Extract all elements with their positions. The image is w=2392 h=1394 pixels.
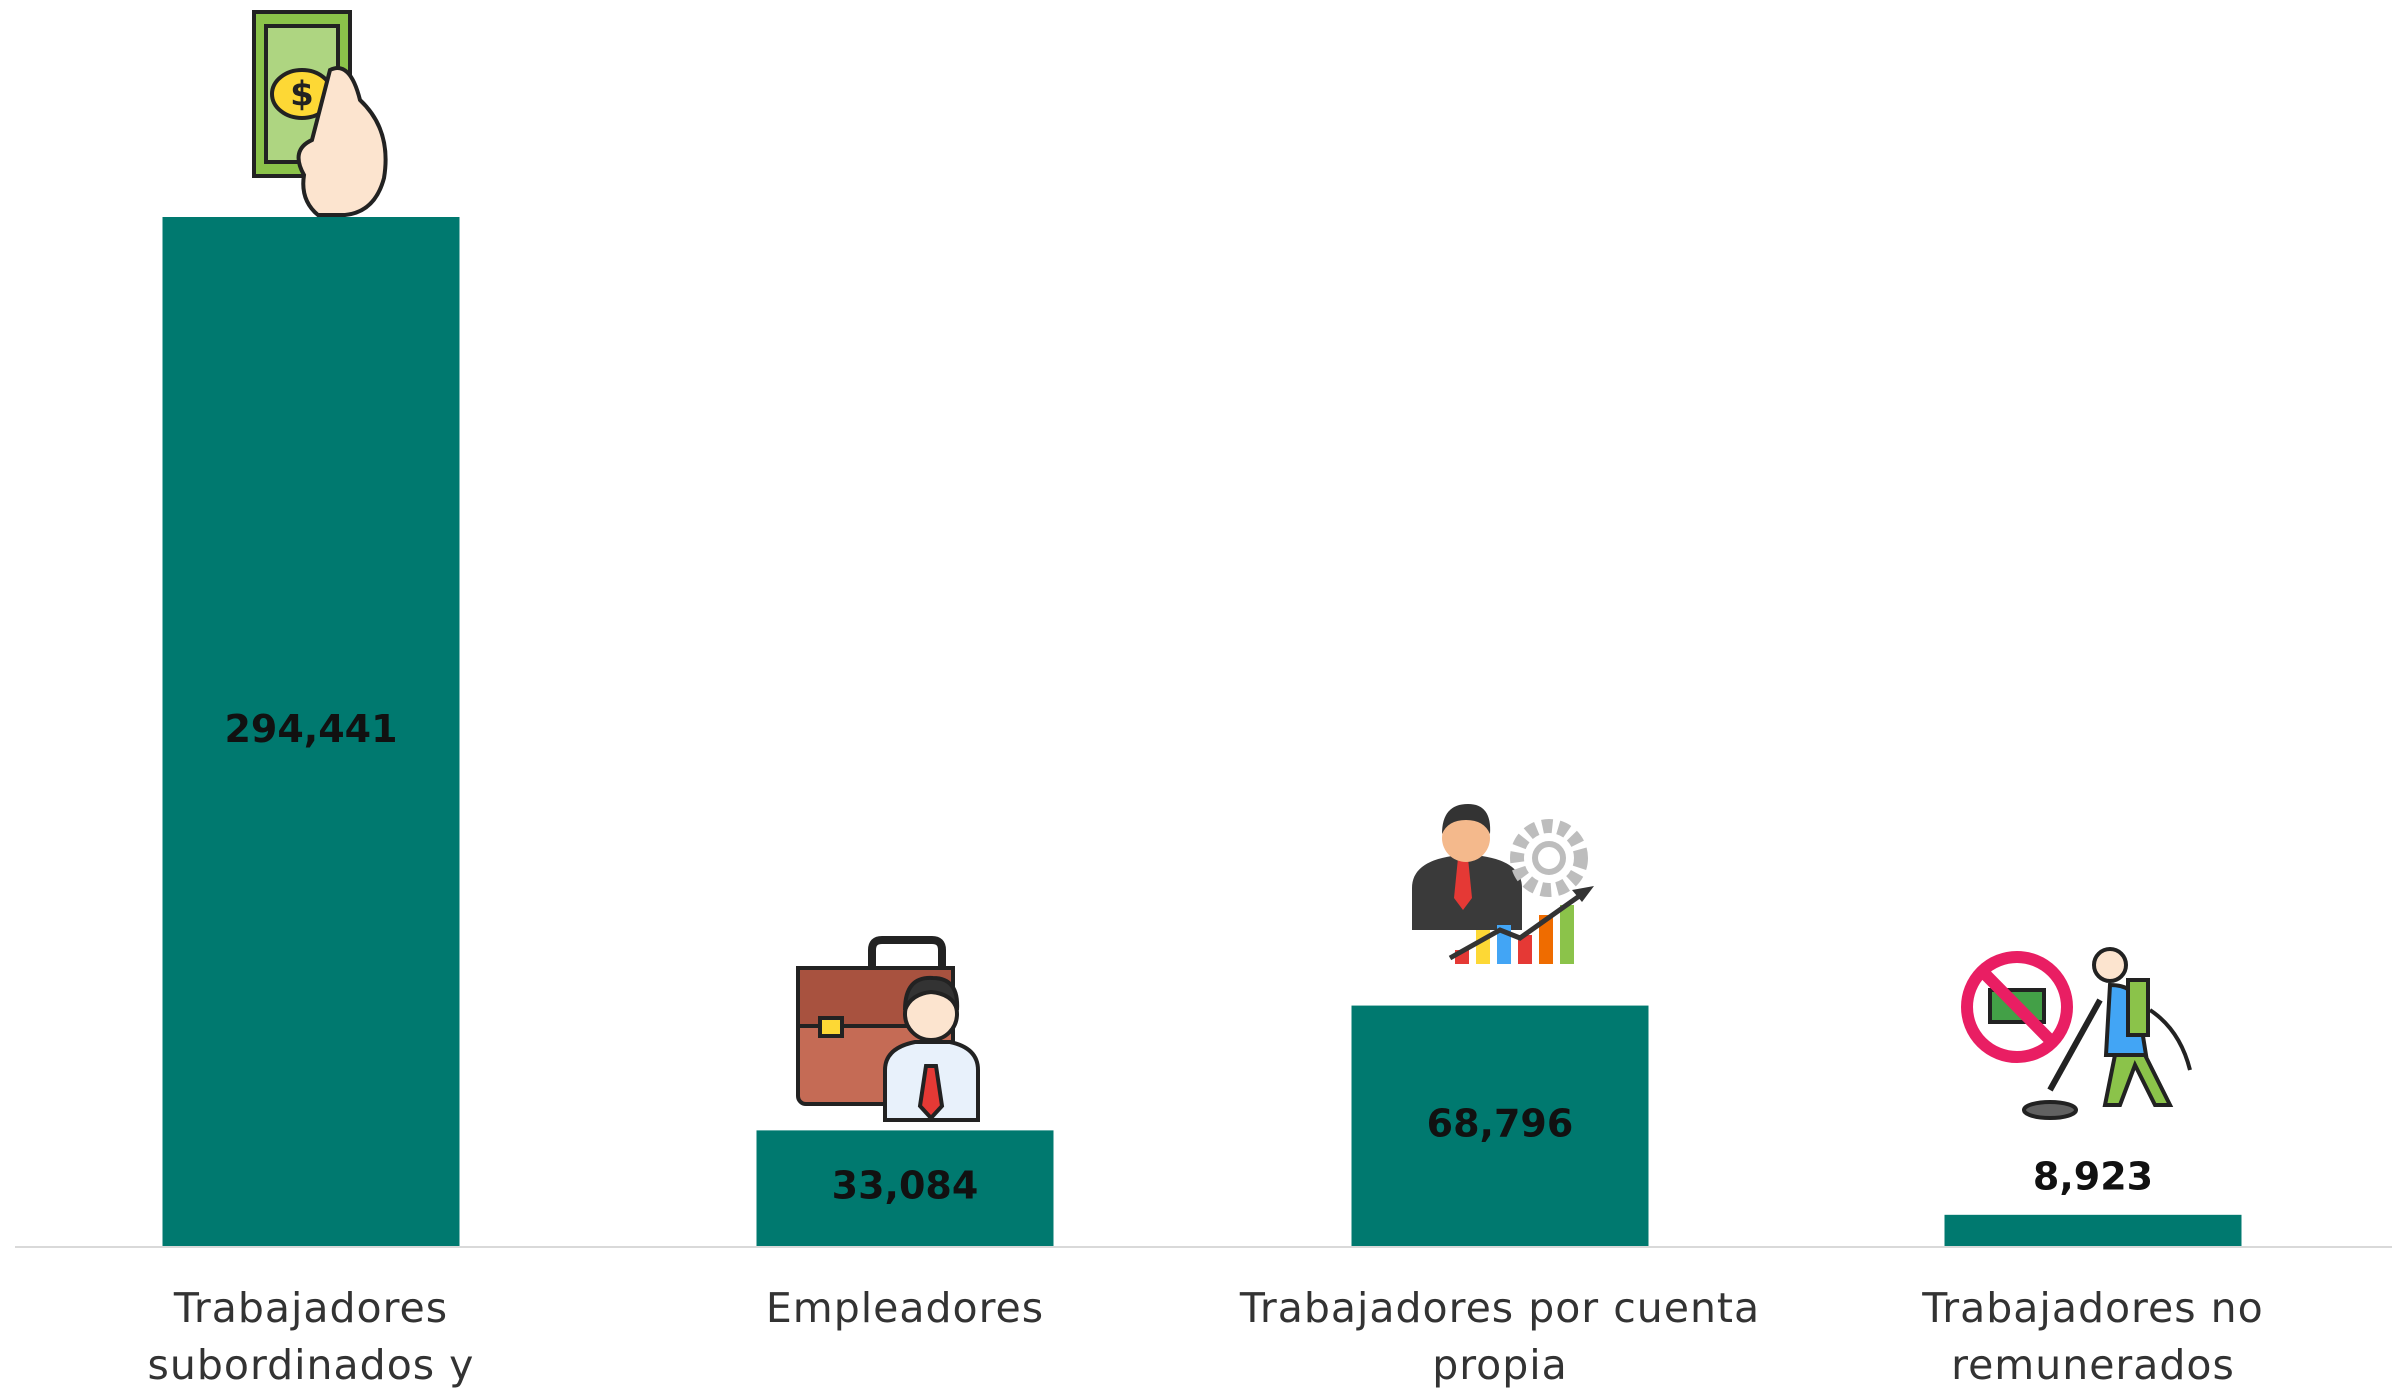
value-label: 294,441 xyxy=(224,707,397,751)
value-label: 8,923 xyxy=(2033,1154,2153,1198)
page: $ 294 xyxy=(0,0,2392,1394)
bar xyxy=(1945,1215,2242,1246)
category-label: Trabajadores subordinados y remunerados xyxy=(31,1280,591,1394)
unpaid-icon xyxy=(1967,949,2190,1118)
category-label: Trabajadores por cuenta propia xyxy=(1220,1280,1780,1394)
svg-text:$: $ xyxy=(290,75,314,115)
category-label: Empleadores xyxy=(625,1280,1185,1337)
employer-icon xyxy=(798,940,978,1120)
money-icon: $ xyxy=(254,12,386,215)
category-label: Trabajadores no remunerados xyxy=(1813,1280,2373,1394)
self-employed-icon xyxy=(1412,804,1594,964)
value-label: 33,084 xyxy=(832,1164,979,1208)
value-label: 68,796 xyxy=(1427,1101,1574,1145)
chart: $ 294 xyxy=(0,0,2392,1394)
